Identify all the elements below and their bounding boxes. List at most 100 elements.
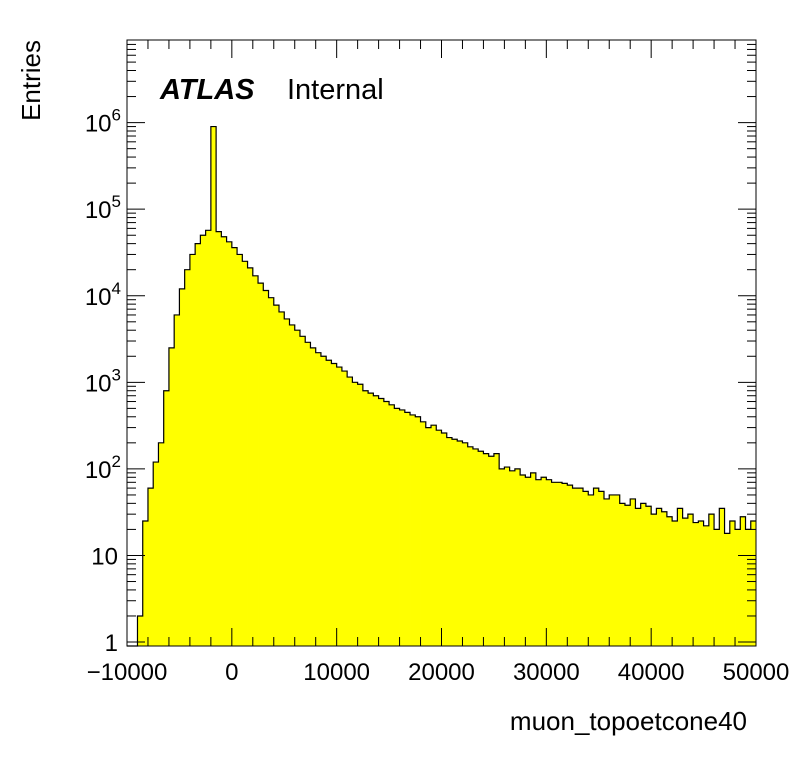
histogram-bin (462, 442, 469, 646)
histogram-bin (509, 470, 516, 646)
histogram-bin (294, 330, 301, 646)
histogram-bin (279, 311, 285, 646)
histogram-bin (703, 525, 710, 646)
histogram-bin (541, 477, 547, 646)
histogram-bin (205, 230, 212, 646)
histogram-bin (347, 377, 353, 646)
histogram-bin (336, 367, 343, 646)
histogram-bin (410, 414, 416, 646)
histogram-bin (750, 521, 757, 646)
histogram-bin (231, 247, 238, 647)
histogram-bin (341, 371, 348, 646)
histogram-bin (263, 290, 269, 646)
histogram-bin (305, 342, 311, 646)
x-tick-label: −10000 (87, 659, 168, 686)
histogram-bin (572, 488, 579, 646)
histogram-bin (142, 521, 149, 646)
histogram-bin (530, 472, 537, 646)
histogram-bin (436, 430, 442, 646)
x-axis-title: muon_topoetcone40 (510, 706, 747, 736)
x-tick-labels: −10000 0 10000 20000 30000 40000 50000 (87, 659, 790, 686)
histogram-bin (210, 126, 217, 647)
histogram-bin (478, 451, 484, 646)
histogram-bin (273, 305, 280, 646)
histogram-bin (588, 494, 594, 646)
histogram-bin (614, 494, 621, 646)
histogram-bin (593, 488, 600, 646)
histogram-bin (693, 522, 699, 646)
histogram-bin (174, 314, 180, 646)
histogram-bin (446, 437, 453, 646)
y-tick-label: 1 (105, 630, 118, 657)
histogram-bin (404, 412, 411, 646)
atlas-label-internal: Internal (287, 74, 384, 106)
histogram-bin (583, 491, 589, 646)
histogram-bin (226, 241, 233, 646)
y-tick-label: 10 (91, 543, 118, 570)
histogram-bin (352, 382, 359, 646)
histogram-bin (724, 533, 731, 646)
x-tick-label: 40000 (618, 659, 685, 686)
histogram-bin (520, 475, 526, 646)
histogram-bin (441, 432, 448, 646)
histogram-bin (237, 254, 243, 646)
x-tick-label: 50000 (723, 659, 790, 686)
histogram-bin (562, 483, 568, 646)
histogram-bin (609, 494, 615, 646)
histogram-bin (394, 408, 400, 646)
histogram-bin (745, 529, 752, 646)
atlas-label-bold: ATLAS (159, 74, 255, 106)
histogram-bin (373, 395, 379, 646)
histogram-bin (630, 498, 636, 646)
histogram-bin (431, 425, 437, 646)
y-tick-label: 106 (85, 106, 121, 138)
histogram-bin (483, 453, 490, 646)
histogram-bin (216, 231, 222, 646)
histogram-bin (740, 516, 746, 646)
histogram-bin (242, 261, 248, 646)
histogram-bin (598, 491, 605, 646)
histogram-bin (153, 462, 159, 646)
histogram-bin (672, 521, 678, 646)
y-tick-label: 103 (85, 365, 121, 397)
histogram-bin (651, 514, 657, 646)
histogram-bin (368, 393, 374, 646)
histogram-bin (504, 467, 511, 646)
y-axis-title: Entries (16, 40, 46, 121)
histogram-bin (656, 508, 663, 646)
histogram-bin (682, 518, 689, 646)
histogram-bin (137, 615, 144, 646)
histogram-bin (687, 514, 694, 646)
histogram-bin (666, 516, 673, 646)
histogram-bin (603, 498, 610, 646)
histogram-bin (420, 421, 427, 646)
histogram-bin (645, 506, 652, 646)
histogram-bin (499, 468, 505, 646)
histogram-bin (362, 390, 369, 646)
histogram-bin (698, 521, 704, 646)
histogram-bin (624, 505, 631, 646)
histogram-bin (383, 401, 390, 646)
histogram-bin (221, 236, 227, 646)
histogram-bin (577, 488, 584, 646)
histogram-bin (189, 254, 196, 646)
histogram-bin (289, 324, 296, 646)
histogram-bin (326, 360, 332, 646)
histogram-bin (378, 398, 385, 646)
histogram-bin (556, 482, 563, 646)
histogram-bin (714, 529, 720, 646)
histogram-bin (357, 384, 364, 646)
histogram-bin (247, 267, 254, 646)
histogram-bin (147, 488, 154, 646)
histogram-bin (184, 269, 191, 646)
histogram-bin (619, 503, 626, 646)
histogram-bin (258, 283, 264, 646)
histogram-bin (493, 453, 500, 646)
histogram-outline (127, 125, 756, 647)
x-tick-label: 20000 (408, 659, 475, 686)
histogram-bin (310, 347, 317, 646)
histogram-bin (640, 503, 647, 646)
histogram-bin (719, 508, 725, 646)
histogram-bin (546, 479, 552, 646)
